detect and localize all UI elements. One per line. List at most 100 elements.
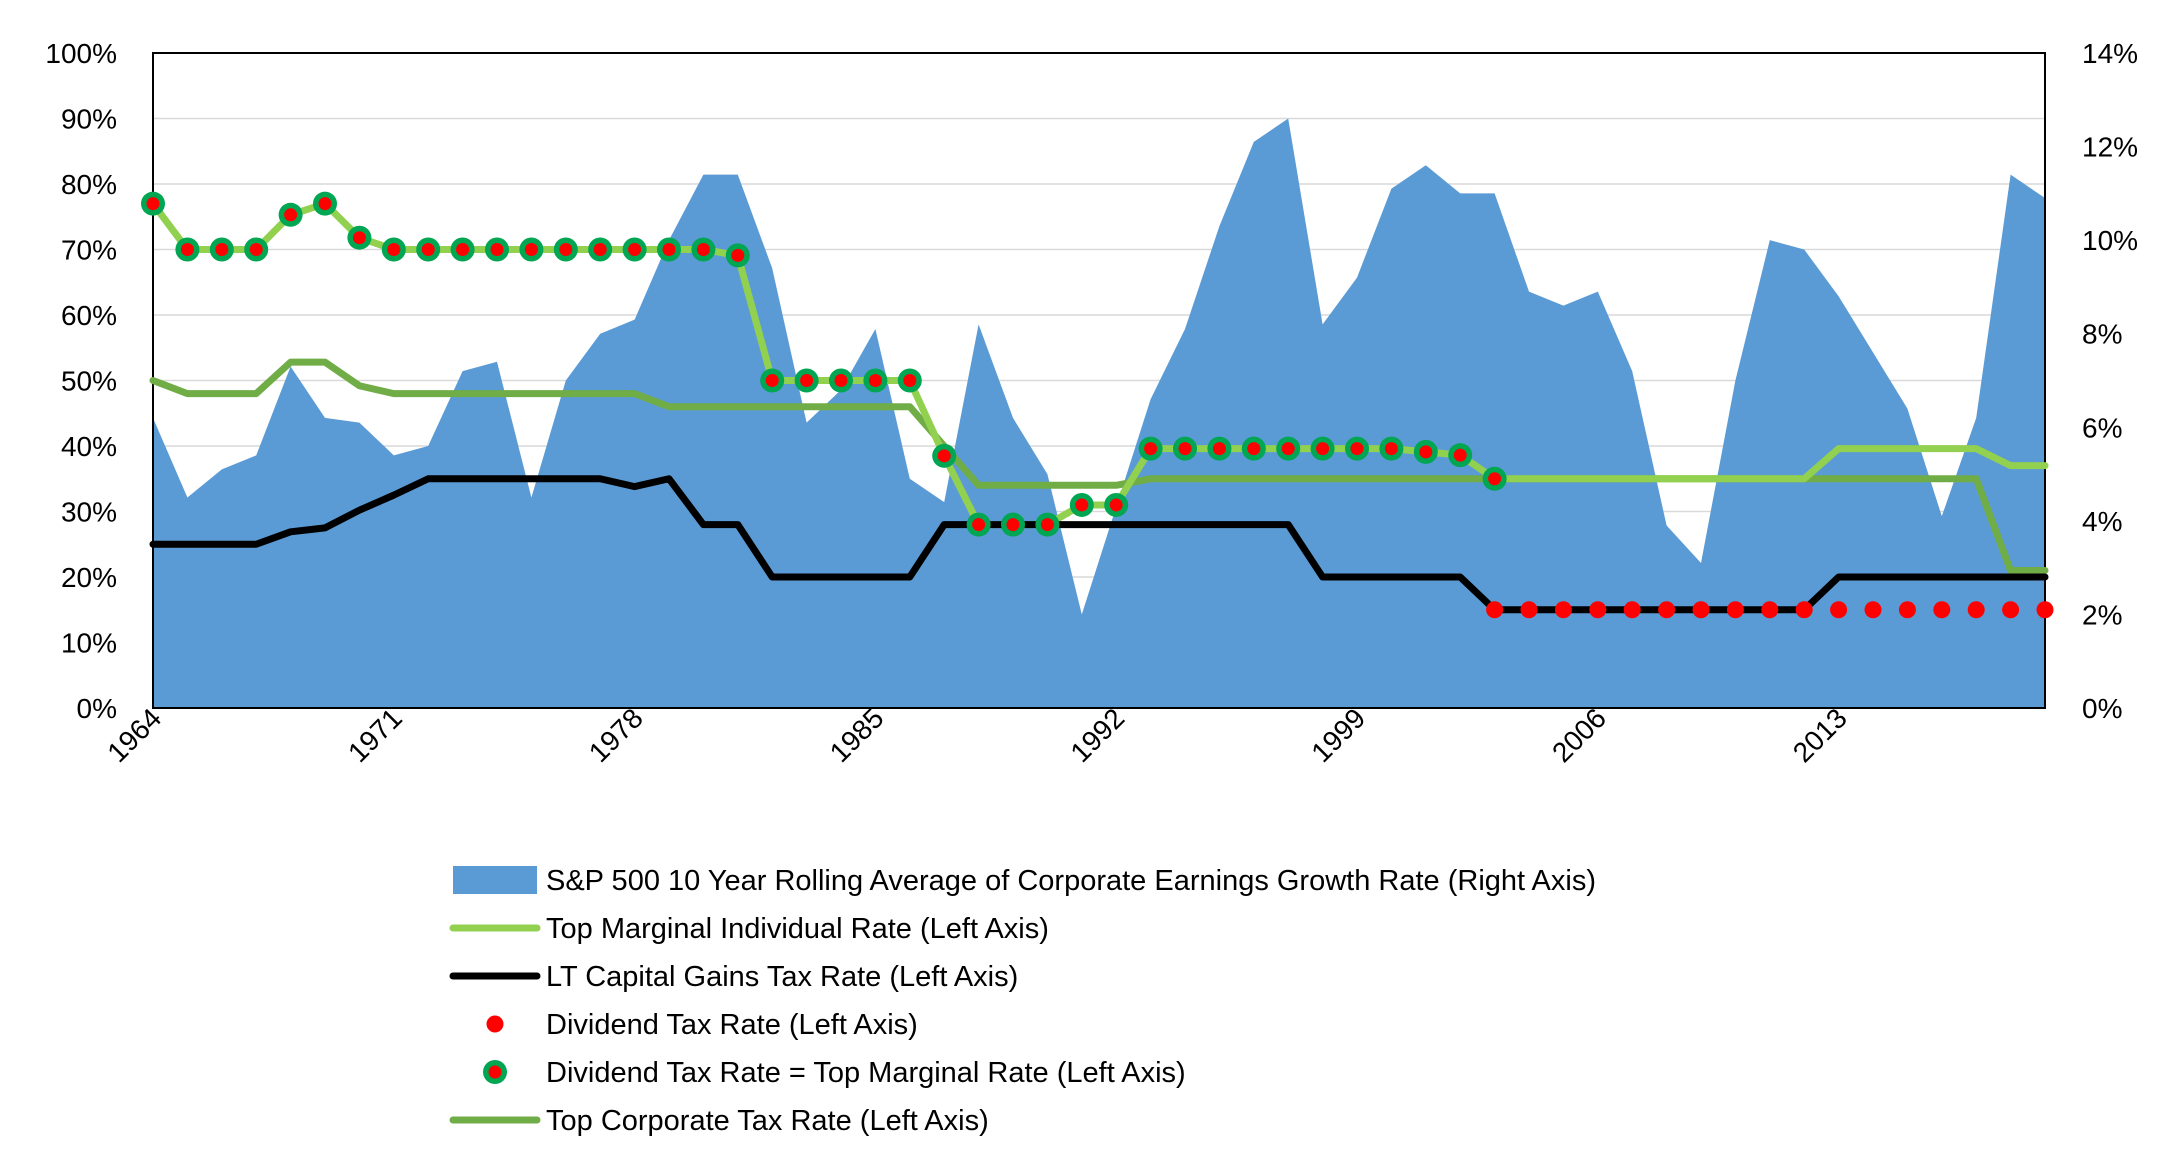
left-tick-label: 70% <box>61 235 117 266</box>
data-point <box>352 231 366 245</box>
right-tick-label: 6% <box>2082 412 2122 443</box>
legend-label: Top Marginal Individual Rate (Left Axis) <box>546 913 1049 945</box>
left-tick-label: 50% <box>61 366 117 397</box>
data-point <box>456 243 470 256</box>
data-point <box>1212 442 1226 456</box>
dividend-dots-layer <box>141 191 2054 619</box>
legend-label: Dividend Tax Rate (Left Axis) <box>546 1009 918 1041</box>
data-point <box>1006 518 1020 532</box>
legend-label: LT Capital Gains Tax Rate (Left Axis) <box>546 961 1018 993</box>
data-point <box>662 243 676 256</box>
right-y-axis: 0% 2% 4% 6% 8% 10% 12% 14% <box>2082 38 2138 724</box>
data-point <box>1933 601 1951 619</box>
legend-item: Dividend Tax Rate = Top Marginal Rate (L… <box>483 1057 1186 1089</box>
data-point <box>249 243 263 256</box>
data-point <box>559 243 573 256</box>
data-point <box>1726 601 1744 619</box>
x-tick-label: 1985 <box>824 702 890 768</box>
legend-item: Dividend Tax Rate (Left Axis) <box>486 1009 918 1041</box>
legend-item: Top Corporate Tax Rate (Left Axis) <box>449 1105 989 1137</box>
legend-item: Top Marginal Individual Rate (Left Axis) <box>449 913 1049 945</box>
data-point <box>834 374 848 387</box>
data-point <box>1453 448 1467 462</box>
data-point <box>387 243 401 256</box>
x-tick-label: 1971 <box>342 702 408 768</box>
legend-item: LT Capital Gains Tax Rate (Left Axis) <box>449 961 1018 993</box>
series-dots-dividend-tax-rate-left-axis <box>1486 601 2054 619</box>
x-tick-label: 1999 <box>1305 702 1371 768</box>
data-point <box>1488 472 1502 486</box>
data-point <box>1281 442 1295 456</box>
left-tick-label: 0% <box>77 693 117 724</box>
data-point <box>1830 601 1848 619</box>
data-point <box>1419 445 1433 459</box>
series-dots-dividend-tax-rate-top-marginal-rate-left-axis <box>141 191 1507 537</box>
data-point <box>731 248 745 262</box>
data-point <box>215 243 229 256</box>
data-point <box>1554 601 1572 619</box>
data-point <box>765 374 779 387</box>
data-point <box>903 374 917 387</box>
legend-label: S&P 500 10 Year Rolling Average of Corpo… <box>546 865 1596 897</box>
data-point <box>146 197 160 211</box>
left-tick-label: 40% <box>61 431 117 462</box>
x-tick-label: 1992 <box>1064 702 1130 768</box>
data-point <box>1384 442 1398 456</box>
right-tick-label: 12% <box>2082 132 2138 163</box>
data-point <box>2002 601 2020 619</box>
right-tick-label: 10% <box>2082 225 2138 256</box>
right-tick-label: 2% <box>2082 599 2122 630</box>
data-point <box>1247 442 1261 456</box>
legend-swatch-center <box>488 1065 502 1079</box>
data-point <box>593 243 607 256</box>
data-point <box>1692 601 1710 619</box>
data-point <box>2036 601 2054 619</box>
data-point <box>1350 442 1364 456</box>
data-point <box>1040 518 1054 532</box>
data-point <box>1520 601 1538 619</box>
data-point <box>628 243 642 256</box>
left-y-axis: 0% 10% 20% 30% 40% 50% 60% 70% 80% 90% 100% <box>45 38 117 724</box>
x-tick-label: 2006 <box>1546 702 1612 768</box>
legend-swatch <box>453 866 537 894</box>
right-tick-label: 14% <box>2082 38 2138 69</box>
data-point <box>1486 601 1504 619</box>
earnings-growth-area-layer <box>153 118 2045 708</box>
data-point <box>1623 601 1641 619</box>
data-point <box>180 243 194 256</box>
data-point <box>972 518 986 532</box>
left-tick-label: 100% <box>45 38 117 69</box>
data-point <box>1795 601 1813 619</box>
data-point <box>696 243 710 256</box>
x-tick-label: 1978 <box>583 702 649 768</box>
data-point <box>937 449 951 463</box>
series-area-s-p-500-10-year-rolling-average-of-corporate-earnings-growth-rate-right-axis <box>153 118 2045 708</box>
data-point <box>318 197 332 211</box>
legend-label: Top Corporate Tax Rate (Left Axis) <box>546 1105 989 1137</box>
x-axis: 1964 1971 1978 1985 1992 1999 2006 2013 <box>101 702 1853 768</box>
data-point <box>1761 601 1779 619</box>
left-tick-label: 90% <box>61 104 117 135</box>
data-point <box>1075 498 1089 512</box>
legend-label: Dividend Tax Rate = Top Marginal Rate (L… <box>546 1057 1186 1089</box>
data-point <box>1144 442 1158 456</box>
data-point <box>490 243 504 256</box>
right-tick-label: 8% <box>2082 319 2122 350</box>
legend-item: S&P 500 10 Year Rolling Average of Corpo… <box>453 865 1596 897</box>
left-tick-label: 10% <box>61 628 117 659</box>
legend: S&P 500 10 Year Rolling Average of Corpo… <box>449 865 1596 1137</box>
data-point <box>1589 601 1607 619</box>
data-point <box>868 374 882 387</box>
data-point <box>800 374 814 387</box>
right-tick-label: 0% <box>2082 693 2122 724</box>
data-point <box>524 243 538 256</box>
data-point <box>1178 442 1192 456</box>
left-tick-label: 80% <box>61 169 117 200</box>
data-point <box>421 243 435 256</box>
right-tick-label: 4% <box>2082 506 2122 537</box>
data-point <box>1658 601 1676 619</box>
data-point <box>1316 442 1330 456</box>
legend-swatch <box>486 1015 504 1033</box>
data-point <box>1864 601 1882 619</box>
